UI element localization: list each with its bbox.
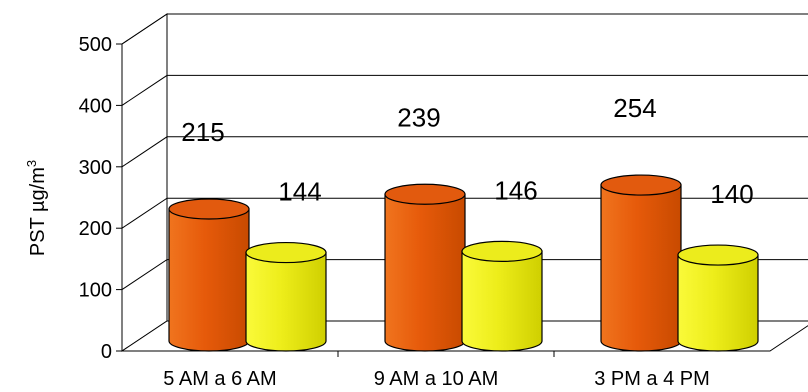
bar <box>600 174 682 352</box>
bar-top <box>245 241 327 264</box>
data-label: 146 <box>494 175 537 205</box>
bar-top <box>677 244 759 266</box>
gridline <box>121 74 808 106</box>
bar-body <box>168 208 250 352</box>
bar-top <box>168 198 250 220</box>
y-tick-label: 200 <box>79 218 112 240</box>
y-axis-title: PST µg/m3 <box>24 160 49 256</box>
x-category-label: 3 PM a 4 PM <box>594 368 710 390</box>
bar <box>245 241 327 352</box>
y-tick-label: 500 <box>79 34 112 56</box>
gridline <box>121 197 808 229</box>
bar-body <box>600 184 682 352</box>
data-label: 144 <box>278 177 321 207</box>
side-wall <box>121 13 168 352</box>
data-label: 239 <box>397 102 440 132</box>
bar-body <box>245 251 327 352</box>
bar-top <box>384 183 466 205</box>
data-label: 254 <box>613 93 656 123</box>
y-tick-label: 0 <box>101 341 112 363</box>
y-tick-label: 400 <box>79 95 112 117</box>
bar <box>168 198 250 352</box>
gridline <box>121 259 808 291</box>
labels-layer: 5 AM a 6 AM 215 144 9 AM a 10 AM 239 146 3 PM … <box>163 93 753 390</box>
x-category-label: 9 AM a 10 AM <box>374 368 499 390</box>
data-label: 140 <box>710 179 753 209</box>
bar <box>677 244 759 352</box>
bar-top <box>600 174 682 196</box>
bar <box>461 240 543 352</box>
y-tick-label: 300 <box>79 157 112 179</box>
gridline <box>121 136 808 168</box>
y-tick-label: 100 <box>79 280 112 302</box>
bars-layer <box>168 174 759 352</box>
bar-body <box>461 250 543 352</box>
bar-body <box>677 254 759 352</box>
gridline <box>121 13 808 45</box>
bar <box>384 183 466 352</box>
x-category-label: 5 AM a 6 AM <box>163 368 276 390</box>
data-label: 215 <box>181 117 224 147</box>
bar-body <box>384 193 466 352</box>
bar-top <box>461 240 543 262</box>
